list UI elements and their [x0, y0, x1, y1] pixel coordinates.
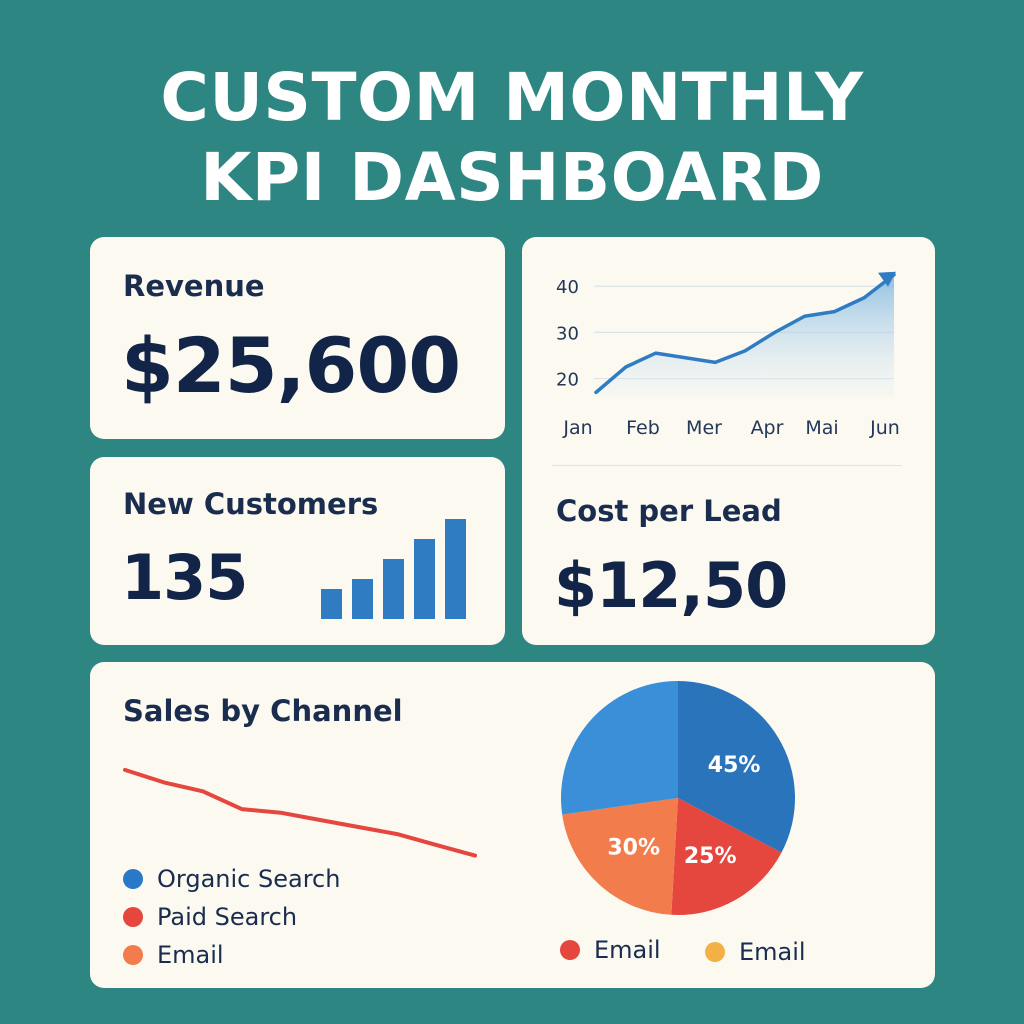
y-tick-label: 40: [556, 277, 579, 298]
x-tick-label: Mer: [686, 417, 722, 439]
sales-by-channel-label: Sales by Channel: [123, 694, 403, 728]
new-customers-label: New Customers: [123, 487, 379, 521]
pie-legend-item: Email: [705, 938, 806, 966]
sales-pie-chart: 45% 25% 30%: [561, 681, 795, 915]
sales-trend-line: [123, 767, 477, 858]
legend-dot: [123, 907, 143, 927]
pie-slice: [671, 798, 782, 915]
x-tick-label: Mai: [805, 417, 838, 439]
revenue-card: Revenue $25,600: [90, 237, 505, 439]
channel-legend-item: Email: [123, 941, 224, 969]
legend-label: Paid Search: [157, 903, 298, 931]
channel-legend-item: Organic Search: [123, 865, 340, 893]
bar: [383, 559, 404, 619]
legend-label: Email: [594, 936, 661, 964]
x-tick-label: Feb: [626, 417, 660, 439]
legend-dot: [705, 942, 725, 962]
sales-by-channel-card: Sales by Channel Organic Search Paid Sear…: [90, 662, 935, 988]
legend-label: Email: [157, 941, 224, 969]
sales-line-chart: [123, 767, 477, 858]
pie-slice-label: 45%: [708, 753, 761, 778]
pie-slice: [562, 798, 678, 915]
pie-slice: [561, 681, 678, 815]
y-tick-label: 30: [556, 323, 579, 344]
legend-dot: [123, 945, 143, 965]
bar: [352, 579, 373, 619]
bar: [321, 589, 342, 619]
area-fill: [596, 274, 894, 397]
title-line-2: KPI DASHBOARD: [200, 139, 824, 216]
legend-label: Email: [739, 938, 806, 966]
new-customers-value: 135: [121, 541, 248, 614]
legend-dot: [560, 940, 580, 960]
revenue-value: $25,600: [121, 321, 461, 410]
y-tick-label: 20: [556, 370, 579, 391]
pie-legend-item: Email: [560, 936, 661, 964]
pie-slice-label: 30%: [607, 835, 660, 860]
x-tick-label: Jun: [869, 417, 900, 439]
trend-and-cost-card: 20 30 40 Jan Feb Mer Apr Mai Jun Cost per Lead $…: [522, 237, 935, 645]
trend-line: [594, 272, 896, 395]
card-divider: [552, 465, 902, 466]
dashboard-title: CUSTOM MONTHLY KPI DASHBOARD: [0, 58, 1024, 218]
monthly-trend-chart: 20 30 40 Jan Feb Mer Apr Mai Jun: [556, 271, 900, 439]
revenue-label: Revenue: [123, 269, 265, 303]
new-customers-bar-chart: [321, 519, 466, 619]
legend-dot: [123, 869, 143, 889]
pie-slice-label: 25%: [684, 844, 737, 869]
bar: [445, 519, 466, 619]
channel-legend-item: Paid Search: [123, 903, 297, 931]
bar: [414, 539, 435, 619]
new-customers-card: New Customers 135: [90, 457, 505, 645]
trend-arrow: [878, 271, 896, 287]
x-tick-label: Apr: [751, 417, 784, 439]
legend-label: Organic Search: [157, 865, 341, 893]
pie-slice: [678, 681, 795, 853]
title-line-1: CUSTOM MONTHLY: [160, 59, 864, 136]
x-tick-label: Jan: [562, 417, 592, 439]
cost-per-lead-label: Cost per Lead: [556, 494, 782, 528]
cost-per-lead-value: $12,50: [554, 549, 788, 622]
